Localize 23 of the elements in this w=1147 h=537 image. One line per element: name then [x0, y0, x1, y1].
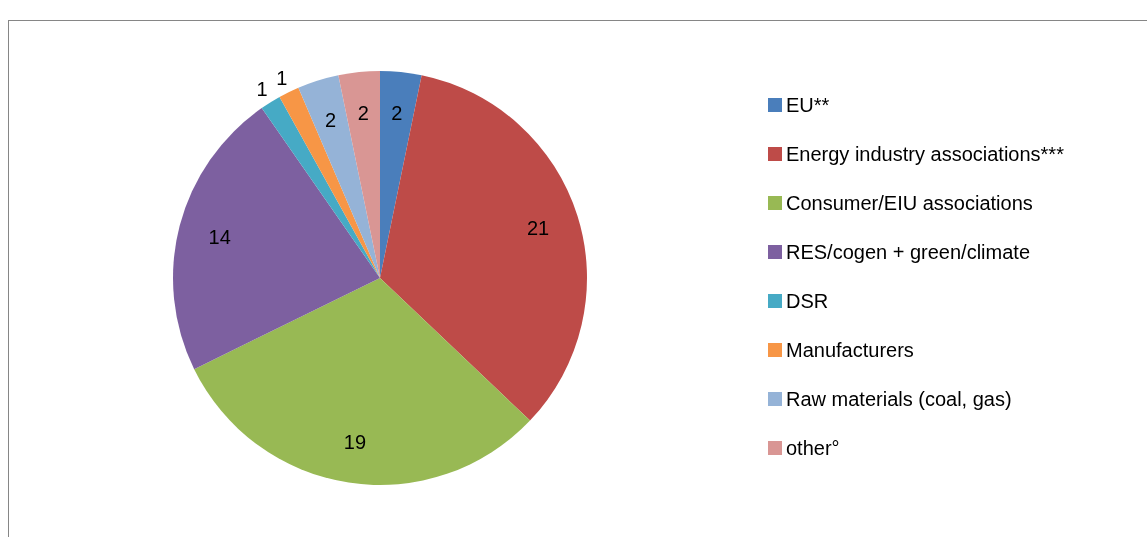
legend-label: Energy industry associations*** [786, 143, 1065, 165]
pie-slice [261, 97, 380, 278]
legend-label: DSR [786, 290, 829, 312]
data-label: 1 [256, 77, 268, 100]
data-label: 14 [208, 225, 231, 248]
pie-slice [173, 108, 380, 370]
data-label: 2 [391, 102, 403, 125]
pie-slice [380, 71, 422, 278]
legend-label: EU** [786, 94, 830, 116]
pie-slice [380, 75, 587, 421]
data-label: 2 [357, 102, 369, 125]
legend-label: Manufacturers [786, 339, 914, 361]
data-label: 19 [343, 430, 367, 453]
legend-label: Raw materials (coal, gas) [786, 388, 1012, 410]
legend-label: Consumer/EIU associations [786, 192, 1033, 214]
data-label: 2 [324, 108, 336, 131]
pie-slice [298, 75, 380, 278]
data-label: 1 [276, 66, 288, 89]
pie-slice [194, 278, 531, 485]
pie-slice [338, 71, 380, 278]
data-label: 21 [526, 217, 550, 240]
legend-label: RES/cogen + green/climate [786, 241, 1031, 263]
legend-label: other° [786, 437, 840, 459]
